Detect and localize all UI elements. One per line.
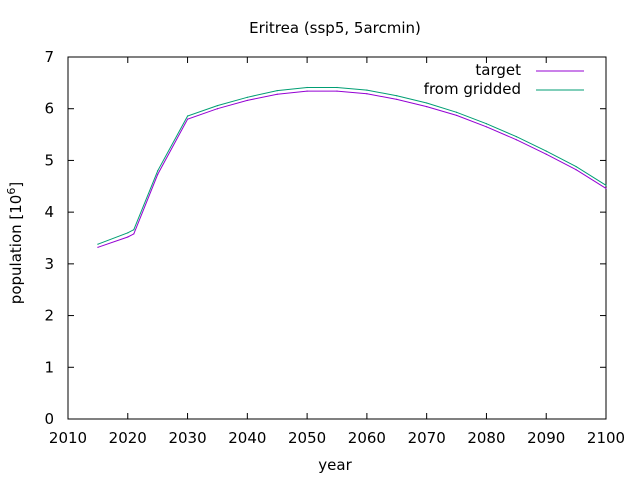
series-line-1 [97, 90, 607, 248]
data-point [216, 105, 219, 107]
data-point [426, 106, 428, 108]
data-point [396, 95, 398, 97]
data-point [97, 246, 99, 248]
legend-label-1: target [475, 61, 521, 79]
data-point [133, 233, 135, 235]
data-point [216, 108, 219, 110]
data-point [396, 98, 398, 101]
y-tick-label: 6 [44, 100, 54, 118]
series-line-2 [97, 87, 607, 245]
y-tick-label: 7 [44, 48, 54, 66]
y-tick-label: 2 [44, 307, 54, 325]
x-axis-title: year [318, 456, 352, 474]
plot-area: 2010 2020 2030 2040 2050 2060 2070 2080 2090 2100… [44, 48, 625, 447]
plot-border [67, 56, 607, 420]
data-point [545, 153, 547, 155]
y-tick-label: 3 [44, 255, 54, 273]
x-tick-label: 2060 [348, 429, 386, 447]
x-tick-label: 2080 [467, 429, 505, 447]
chart-title: Eritrea (ssp5, 5arcmin) [249, 19, 421, 37]
data-point [605, 187, 607, 189]
x-tick-label: 2020 [109, 429, 147, 447]
y-axis-title: population [106] [5, 182, 25, 304]
y-tick-label: 4 [44, 203, 54, 221]
x-tick-label: 2090 [527, 429, 565, 447]
data-point [157, 170, 159, 172]
data-point [186, 118, 189, 120]
data-point [515, 136, 517, 138]
data-point [97, 243, 99, 245]
y-tick-label: 1 [44, 358, 54, 376]
data-point [485, 126, 488, 128]
data-point [336, 86, 338, 89]
data-point [306, 90, 308, 92]
data-point [575, 166, 577, 168]
data-point [246, 96, 248, 98]
legend-label-2: from gridded [424, 80, 521, 98]
data-point [133, 229, 135, 231]
data-point [127, 232, 129, 234]
x-tick-label: 2030 [168, 429, 206, 447]
data-point [336, 90, 338, 92]
x-tick-label: 2100 [587, 429, 625, 447]
data-point [127, 236, 129, 238]
data-point [545, 150, 547, 152]
data-point [246, 99, 248, 102]
y-axis-title-exponent: 6 [5, 188, 18, 195]
data-point [455, 114, 458, 117]
data-point [575, 169, 577, 171]
y-tick-label: 0 [44, 410, 54, 428]
data-point [366, 89, 368, 91]
x-tick-label: 2050 [288, 429, 326, 447]
data-point [306, 86, 308, 89]
data-point [426, 102, 428, 104]
data-point [366, 93, 368, 95]
data-point [605, 184, 607, 186]
data-point [276, 93, 278, 95]
data-point [157, 173, 159, 175]
y-axis-title-main: population [10 [7, 195, 25, 305]
x-tick-label: 2010 [49, 429, 87, 447]
x-tick-label: 2040 [228, 429, 266, 447]
data-point [186, 115, 189, 117]
data-point [515, 139, 517, 141]
y-axis-title-close: ] [7, 182, 25, 188]
x-tick-label: 2070 [408, 429, 446, 447]
data-point [485, 123, 488, 125]
data-point [455, 111, 458, 113]
data-point [276, 90, 278, 92]
y-tick-label: 5 [44, 151, 54, 169]
